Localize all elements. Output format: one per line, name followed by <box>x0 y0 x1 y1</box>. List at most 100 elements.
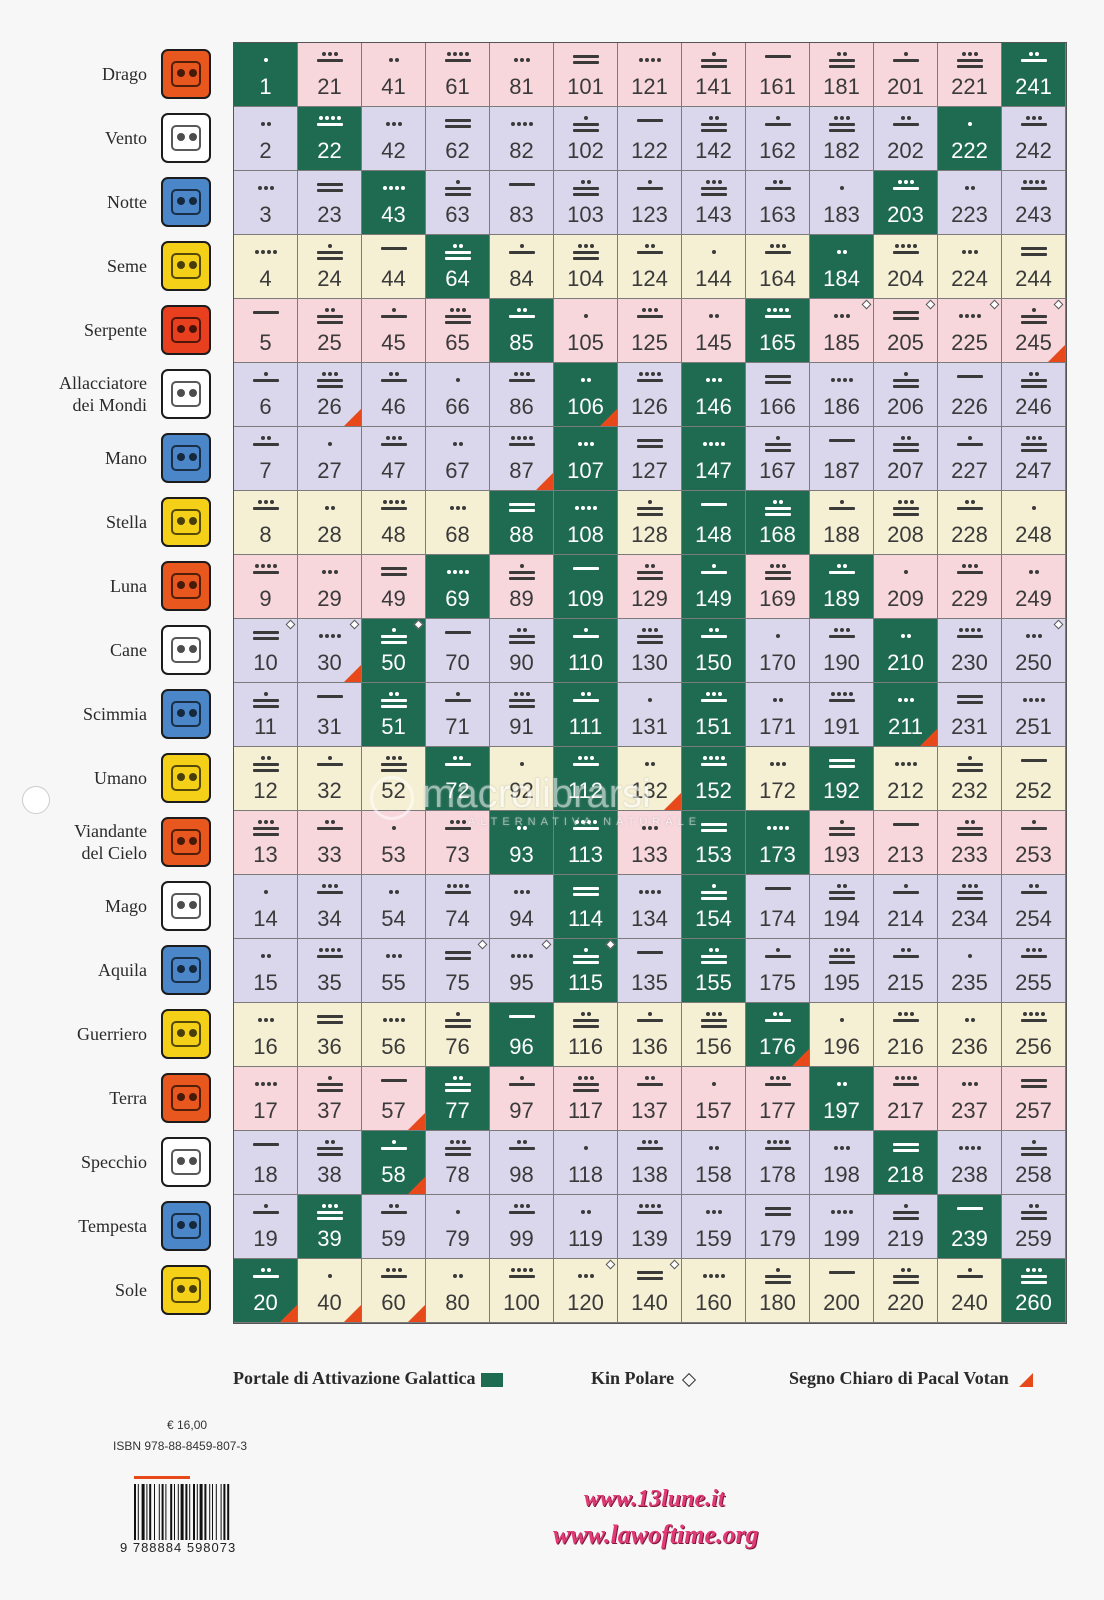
tone-glyph-icon <box>682 308 745 328</box>
kin-cell: 249 <box>1002 555 1066 619</box>
tone-glyph-icon <box>682 1204 745 1224</box>
kin-cell: 179 <box>746 1195 810 1259</box>
kin-cell: 26 <box>298 363 362 427</box>
seal-row: Sole <box>0 1258 230 1322</box>
kin-cell: 42 <box>362 107 426 171</box>
kin-cell: 107 <box>554 427 618 491</box>
tone-glyph-icon <box>298 308 361 328</box>
tone-glyph-icon <box>810 1140 873 1160</box>
pacal-triangle-icon <box>1048 345 1065 362</box>
tone-glyph-icon <box>490 500 553 520</box>
tone-glyph-icon <box>490 820 553 840</box>
url-13lune[interactable]: www.13lune.it <box>584 1486 725 1512</box>
kin-cell: 18 <box>234 1131 298 1195</box>
kin-number: 125 <box>631 330 668 355</box>
kin-cell: 34 <box>298 875 362 939</box>
tone-glyph-icon <box>234 500 297 520</box>
tone-glyph-icon <box>234 308 297 328</box>
tone-glyph-icon <box>554 1268 617 1288</box>
tone-glyph-icon <box>234 1268 297 1288</box>
tone-glyph-icon <box>874 308 937 328</box>
kin-number: 197 <box>823 1098 860 1123</box>
tone-glyph-icon <box>554 116 617 136</box>
tone-glyph-icon <box>490 1268 553 1288</box>
kin-cell: 99 <box>490 1195 554 1259</box>
kin-cell: 12 <box>234 747 298 811</box>
kin-cell: 27 <box>298 427 362 491</box>
tone-glyph-icon <box>874 372 937 392</box>
kin-number: 5 <box>259 330 272 355</box>
kin-cell: 199 <box>810 1195 874 1259</box>
barcode-digits: 9 788884 598073 <box>120 1540 237 1555</box>
kin-cell: 178 <box>746 1131 810 1195</box>
kin-number: 251 <box>1015 714 1052 739</box>
kin-number: 246 <box>1015 394 1052 419</box>
kin-cell: 112 <box>554 747 618 811</box>
kin-number: 179 <box>759 1226 796 1251</box>
kin-cell: 79 <box>426 1195 490 1259</box>
kin-number: 51 <box>381 714 406 739</box>
tone-glyph-icon <box>1002 244 1065 264</box>
kin-number: 48 <box>381 522 406 547</box>
kin-cell: 35 <box>298 939 362 1003</box>
kin-number: 154 <box>695 906 732 931</box>
tone-glyph-icon <box>810 948 873 968</box>
tone-glyph-icon <box>554 500 617 520</box>
kin-number: 218 <box>887 1162 924 1187</box>
tone-glyph-icon <box>938 884 1001 904</box>
kin-cell: 83 <box>490 171 554 235</box>
seal-row: Notte <box>0 170 230 234</box>
triangle-icon <box>1018 1372 1033 1387</box>
kin-cell: 117 <box>554 1067 618 1131</box>
kin-number: 2 <box>259 138 272 163</box>
kin-cell: 19 <box>234 1195 298 1259</box>
kin-number: 67 <box>445 458 470 483</box>
tone-glyph-icon <box>618 116 681 136</box>
kin-cell: 187 <box>810 427 874 491</box>
kin-cell: 136 <box>618 1003 682 1067</box>
kin-number: 106 <box>567 394 604 419</box>
tone-glyph-icon <box>874 820 937 840</box>
kin-cell: 200 <box>810 1259 874 1323</box>
tone-glyph-icon <box>362 564 425 584</box>
kin-cell: 202 <box>874 107 938 171</box>
kin-number: 45 <box>381 330 406 355</box>
kin-number: 16 <box>253 1034 278 1059</box>
kin-cell: 257 <box>1002 1067 1066 1131</box>
hole-punch <box>22 786 50 814</box>
tone-glyph-icon <box>874 52 937 72</box>
tone-glyph-icon <box>746 116 809 136</box>
kin-number: 238 <box>951 1162 988 1187</box>
kin-number: 55 <box>381 970 406 995</box>
tone-glyph-icon <box>1002 692 1065 712</box>
tone-glyph-icon <box>554 1204 617 1224</box>
tone-glyph-icon <box>1002 116 1065 136</box>
tone-glyph-icon <box>490 372 553 392</box>
tone-glyph-icon <box>810 628 873 648</box>
kin-number: 145 <box>695 330 732 355</box>
tone-glyph-icon <box>1002 436 1065 456</box>
tone-glyph-icon <box>1002 564 1065 584</box>
legend-pacal-label: Segno Chiaro di Pacal Votan <box>789 1368 1009 1388</box>
tone-glyph-icon <box>874 1076 937 1096</box>
tone-glyph-icon <box>426 116 489 136</box>
tone-glyph-icon <box>554 372 617 392</box>
kin-cell: 86 <box>490 363 554 427</box>
barcode-accent-line <box>134 1476 190 1479</box>
seal-name: Seme <box>107 256 147 276</box>
kin-cell: 52 <box>362 747 426 811</box>
seal-glyph-icon <box>161 241 211 291</box>
kin-cell: 106 <box>554 363 618 427</box>
seal-name: Luna <box>110 576 147 596</box>
tone-glyph-icon <box>938 308 1001 328</box>
kin-number: 61 <box>445 74 470 99</box>
tone-glyph-icon <box>1002 1268 1065 1288</box>
kin-cell: 143 <box>682 171 746 235</box>
tone-glyph-icon <box>682 436 745 456</box>
tone-glyph-icon <box>298 372 361 392</box>
tone-glyph-icon <box>746 1268 809 1288</box>
tone-glyph-icon <box>746 436 809 456</box>
url-lawoftime[interactable]: www.lawoftime.org <box>553 1520 759 1549</box>
tone-glyph-icon <box>362 244 425 264</box>
tone-glyph-icon <box>746 820 809 840</box>
